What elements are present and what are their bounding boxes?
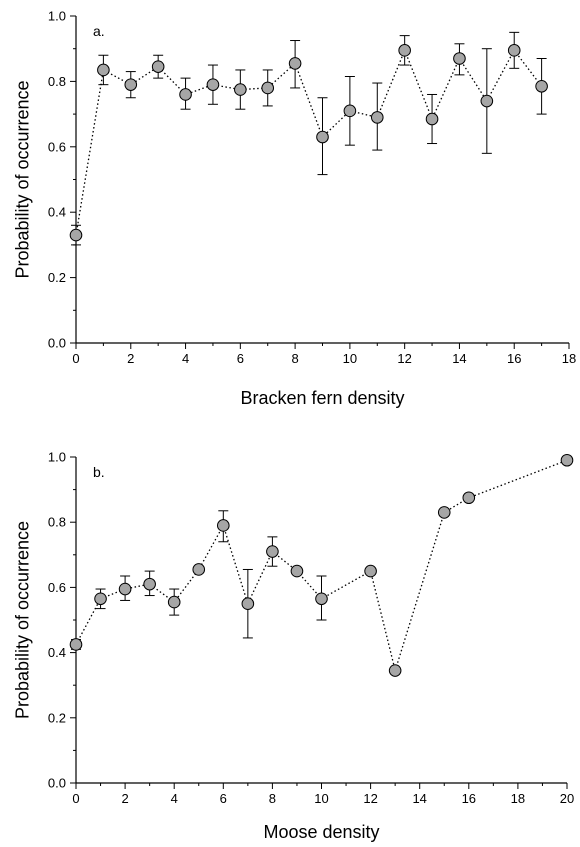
data-point: [289, 58, 301, 70]
data-point: [389, 665, 401, 677]
series-line: [76, 50, 542, 235]
x-axis-title: Moose density: [263, 822, 379, 842]
data-point: [365, 565, 377, 577]
data-point: [317, 131, 329, 143]
x-tick-label: 8: [269, 791, 276, 806]
data-point: [262, 82, 274, 94]
data-point: [152, 61, 164, 73]
x-tick-label: 12: [363, 791, 377, 806]
y-tick-label: 0.4: [48, 645, 66, 660]
data-point: [70, 229, 82, 241]
data-point: [207, 79, 219, 91]
panel-label: a.: [93, 23, 105, 39]
data-point: [481, 95, 493, 107]
x-tick-label: 6: [237, 351, 244, 366]
x-tick-label: 12: [397, 351, 411, 366]
y-tick-label: 0.2: [48, 710, 66, 725]
x-tick-label: 6: [220, 791, 227, 806]
x-tick-label: 4: [171, 791, 178, 806]
data-point: [95, 593, 107, 605]
data-point: [399, 45, 411, 57]
x-tick-label: 16: [507, 351, 521, 366]
x-axis-title: Bracken fern density: [240, 388, 404, 408]
panel-b: 0.0 0.2 0.4 0.6 0.8 1.0 0 2 4 6 8 10 12 14 16 18 20 Moose…: [12, 450, 574, 843]
data-point: [193, 564, 205, 576]
data-point: [218, 520, 230, 532]
panel-label: b.: [93, 464, 105, 480]
y-tick-label: 0.8: [48, 515, 66, 530]
data-point: [426, 113, 438, 125]
x-tick-label: 10: [314, 791, 328, 806]
data-point: [371, 112, 383, 124]
x-tick-label: 18: [511, 791, 525, 806]
data-point: [536, 81, 548, 93]
x-tick-label: 10: [343, 351, 357, 366]
x-tick-label: 20: [560, 791, 574, 806]
x-tick-label: 0: [72, 351, 79, 366]
data-point: [463, 492, 475, 504]
data-point: [344, 105, 356, 117]
y-tick-label: 0.4: [48, 205, 66, 220]
data-point: [144, 578, 156, 590]
series-line: [76, 460, 567, 670]
data-point: [119, 583, 131, 595]
x-tick-label: 14: [412, 791, 426, 806]
data-point: [438, 507, 450, 519]
panel-a: 0.0 0.2 0.4 0.6 0.8 1.0 0 2 4 6 8 10 12 14 16 18 Bracken…: [12, 9, 576, 409]
data-point: [242, 598, 254, 610]
data-point: [316, 593, 328, 605]
x-tick-label: 14: [452, 351, 466, 366]
data-point: [267, 546, 279, 558]
x-tick-label: 0: [72, 791, 79, 806]
data-point: [291, 565, 303, 577]
data-point: [180, 89, 192, 101]
x-tick-label: 8: [291, 351, 298, 366]
data-point: [125, 79, 137, 91]
data-point: [70, 639, 82, 651]
y-tick-label: 1.0: [48, 450, 66, 465]
x-tick-label: 2: [121, 791, 128, 806]
y-tick-label: 0.0: [48, 336, 66, 351]
x-tick-label: 16: [462, 791, 476, 806]
y-axis-title: Probability of occurrence: [12, 521, 32, 719]
data-point: [508, 45, 520, 57]
y-tick-label: 1.0: [48, 9, 66, 24]
data-point: [454, 53, 466, 65]
y-tick-label: 0.6: [48, 580, 66, 595]
data-point: [98, 64, 110, 76]
data-point: [235, 84, 247, 96]
y-tick-label: 0.8: [48, 74, 66, 89]
x-tick-label: 18: [562, 351, 576, 366]
y-tick-label: 0.0: [48, 776, 66, 791]
y-tick-label: 0.2: [48, 270, 66, 285]
y-axis-title: Probability of occurrence: [12, 80, 32, 278]
x-tick-label: 4: [182, 351, 189, 366]
data-point: [561, 454, 573, 466]
data-point: [168, 596, 180, 608]
y-tick-label: 0.6: [48, 139, 66, 154]
x-tick-label: 2: [127, 351, 134, 366]
